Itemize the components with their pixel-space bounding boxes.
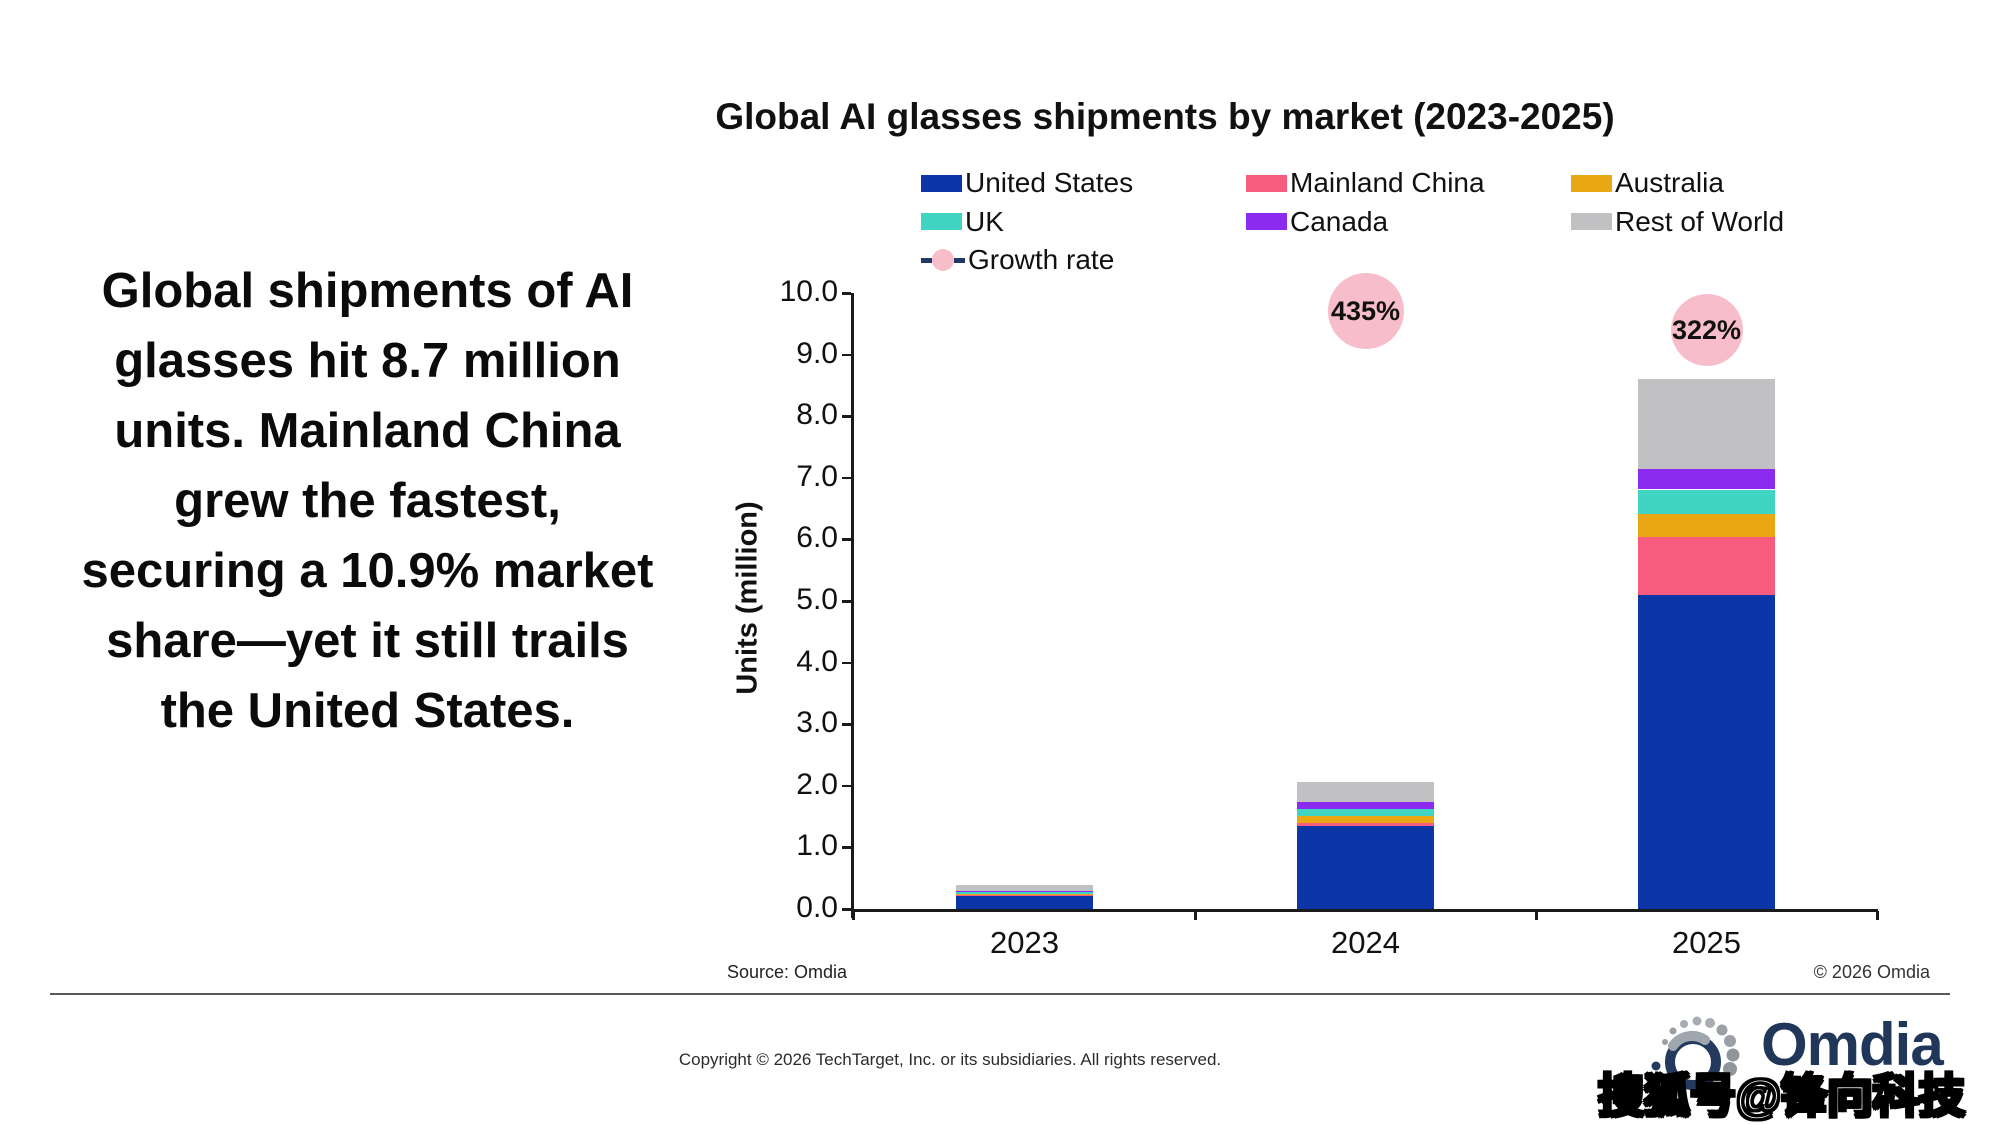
y-tick-mark bbox=[842, 723, 851, 726]
bar-segment-2024-rest-of-world bbox=[1297, 782, 1434, 803]
y-tick-mark bbox=[842, 538, 851, 541]
y-tick-mark bbox=[842, 476, 851, 480]
legend-label: Growth rate bbox=[968, 244, 1115, 275]
footer-copyright: Copyright © 2026 TechTarget, Inc. or its… bbox=[678, 1050, 1222, 1069]
legend-swatch-icon bbox=[921, 174, 962, 192]
y-tick-label: 10.0 bbox=[779, 275, 838, 308]
bar-segment-2023-united-states bbox=[956, 895, 1093, 909]
bar-segment-2024-mainland-china bbox=[1297, 823, 1434, 826]
legend-swatch-icon bbox=[921, 213, 962, 230]
y-tick-mark bbox=[842, 353, 851, 357]
y-tick-label: 4.0 bbox=[796, 644, 838, 678]
legend-item-rest-of-world: Rest of World bbox=[1571, 205, 1785, 237]
y-tick-label: 2.0 bbox=[796, 767, 838, 801]
bar-segment-2024-united-states bbox=[1297, 825, 1434, 909]
footer-divider-line bbox=[50, 993, 1950, 995]
y-tick-label: 6.0 bbox=[796, 521, 838, 555]
legend-label: Mainland China bbox=[1290, 167, 1485, 198]
bar-segment-2023-rest-of-world bbox=[956, 885, 1093, 892]
legend-item-mainland-china: Mainland China bbox=[1246, 167, 1485, 198]
bar-segment-2023-mainland-china bbox=[956, 894, 1093, 896]
bar-segment-2024-uk bbox=[1297, 808, 1434, 816]
x-tick-label-2025: 2025 bbox=[1672, 925, 1741, 960]
legend-label: United States bbox=[965, 167, 1134, 198]
omdia-logo: Omdia bbox=[1643, 998, 1953, 1113]
bar-segment-2023-uk bbox=[956, 892, 1093, 894]
bar-segment-2025-canada bbox=[1638, 468, 1775, 490]
growth-rate-marker-icon bbox=[921, 248, 965, 272]
bar-segment-2025-mainland-china bbox=[1638, 536, 1775, 595]
y-tick-mark bbox=[842, 908, 851, 911]
legend-item-growth-rate: Growth rate bbox=[921, 244, 1115, 275]
y-tick-mark bbox=[842, 661, 851, 665]
y-tick-mark bbox=[842, 600, 851, 603]
x-tick-mark bbox=[1194, 911, 1197, 920]
legend-swatch-icon bbox=[1246, 174, 1287, 192]
legend-label: UK bbox=[965, 205, 1004, 237]
y-tick-mark bbox=[842, 415, 851, 418]
y-tick-label: 9.0 bbox=[796, 336, 838, 370]
x-axis-line bbox=[851, 909, 1878, 912]
x-tick-mark bbox=[852, 911, 855, 920]
bar-segment-2024-australia bbox=[1297, 815, 1434, 824]
legend-label: Canada bbox=[1290, 205, 1389, 237]
chart-copyright-note: © 2026 Omdia bbox=[1813, 962, 1930, 982]
legend-item-uk: UK bbox=[921, 205, 1004, 237]
y-tick-label: 3.0 bbox=[796, 706, 838, 740]
bar-segment-2025-rest-of-world bbox=[1638, 379, 1775, 469]
growth-bubble-2025: 322% bbox=[1670, 294, 1743, 366]
bar-segment-2025-uk bbox=[1638, 489, 1775, 514]
bar-segment-2023-australia bbox=[956, 893, 1093, 895]
growth-bubble-2024: 435% bbox=[1327, 273, 1404, 349]
y-tick-mark bbox=[842, 784, 851, 788]
y-tick-mark bbox=[842, 846, 851, 849]
omdia-logo-icon bbox=[1651, 1016, 1740, 1095]
y-axis-title: Units (million) bbox=[731, 501, 764, 695]
legend-item-canada: Canada bbox=[1246, 205, 1389, 237]
x-tick-label-2023: 2023 bbox=[990, 925, 1059, 960]
y-axis-line bbox=[851, 293, 854, 918]
x-tick-mark bbox=[1535, 911, 1538, 920]
y-tick-mark bbox=[842, 292, 851, 295]
watermark-text: 搜狐号@锋向科技 bbox=[1597, 1069, 1966, 1124]
bar-segment-2023-canada bbox=[956, 891, 1093, 893]
omdia-wordmark: Omdia bbox=[1761, 1011, 1944, 1078]
source-note: Source: Omdia bbox=[727, 962, 848, 982]
x-tick-label-2024: 2024 bbox=[1331, 925, 1400, 960]
y-tick-label: 0.0 bbox=[796, 891, 838, 924]
callout-text: Global shipments of AI glasses hit 8.7 m… bbox=[81, 264, 654, 738]
legend-item-australia: Australia bbox=[1571, 167, 1724, 198]
legend-label: Rest of World bbox=[1615, 205, 1785, 237]
legend-swatch-icon bbox=[1571, 213, 1612, 230]
chart-title: Global AI glasses shipments by market (2… bbox=[715, 96, 1615, 137]
x-tick-mark bbox=[1876, 911, 1879, 920]
y-tick-label: 1.0 bbox=[796, 829, 838, 863]
y-tick-label: 5.0 bbox=[796, 583, 838, 616]
legend-swatch-icon bbox=[1571, 174, 1612, 192]
y-tick-label: 7.0 bbox=[796, 459, 838, 493]
bar-segment-2025-australia bbox=[1638, 513, 1775, 537]
legend-swatch-icon bbox=[1246, 213, 1287, 230]
y-tick-label: 8.0 bbox=[796, 398, 838, 432]
bar-segment-2024-canada bbox=[1297, 802, 1434, 809]
legend-item-united-states: United States bbox=[921, 167, 1134, 198]
legend-label: Australia bbox=[1615, 167, 1724, 198]
bar-segment-2025-united-states bbox=[1638, 594, 1775, 909]
